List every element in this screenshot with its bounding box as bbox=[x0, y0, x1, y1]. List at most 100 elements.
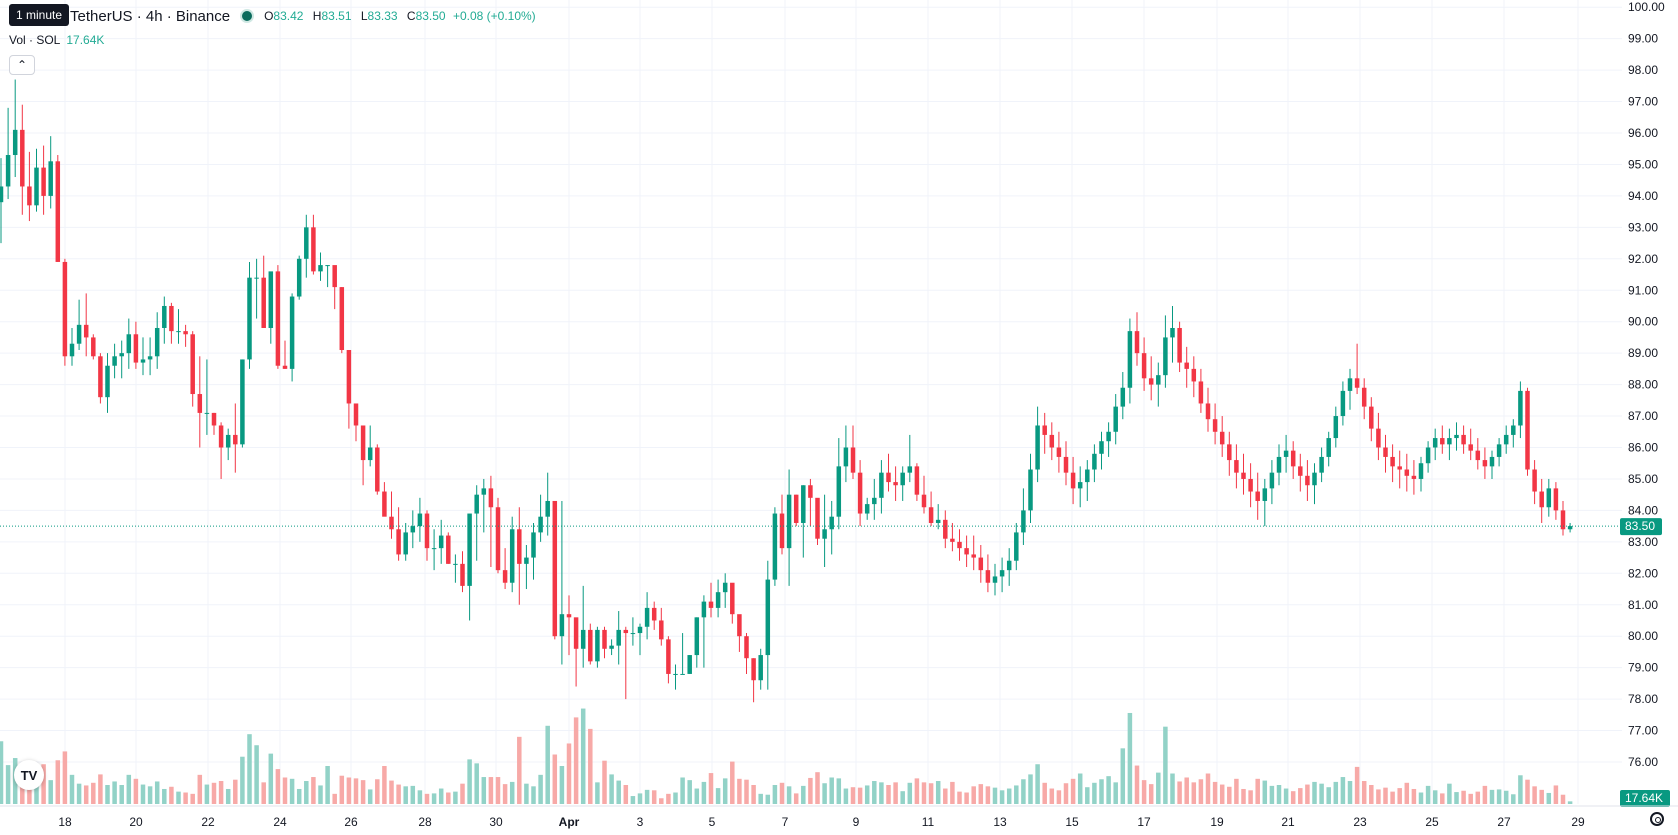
volume-bar bbox=[1482, 785, 1488, 804]
volume-bar bbox=[1170, 773, 1175, 804]
candle-body bbox=[531, 532, 536, 558]
candle-body bbox=[1134, 331, 1140, 354]
volume-bar bbox=[311, 777, 316, 804]
volume-bar bbox=[147, 786, 153, 804]
candle-body bbox=[233, 434, 238, 445]
volume-bar bbox=[1234, 778, 1239, 804]
volume-bar bbox=[1177, 781, 1182, 804]
candle-body bbox=[1567, 526, 1573, 530]
price-tick-label: 84.00 bbox=[1628, 503, 1658, 517]
candle-body bbox=[261, 277, 266, 328]
volume-value: 17.64K bbox=[66, 33, 105, 47]
volume-bar bbox=[588, 728, 593, 804]
volume-bar bbox=[261, 782, 266, 804]
volume-bar bbox=[1014, 785, 1019, 804]
candle-body bbox=[517, 529, 522, 564]
volume-bar bbox=[112, 781, 117, 804]
candle-body bbox=[346, 350, 352, 404]
candle-body bbox=[112, 356, 117, 366]
candle-body bbox=[829, 516, 834, 530]
price-tick-label: 81.00 bbox=[1628, 598, 1658, 612]
candle-body bbox=[467, 513, 472, 586]
price-tick-label: 100.00 bbox=[1628, 0, 1665, 14]
volume-bar bbox=[950, 781, 955, 804]
volume-bar bbox=[964, 792, 969, 804]
volume-bar bbox=[992, 787, 998, 804]
volume-bar bbox=[1369, 785, 1374, 804]
price-tick-label: 93.00 bbox=[1628, 220, 1658, 234]
candle-body bbox=[12, 129, 18, 156]
time-axis[interactable]: 18 20 22 24 26 28 30 Apr 3 5 7 9 11 13 15 17 19 21 23 25 27 2… bbox=[0, 805, 1678, 829]
candle-body bbox=[609, 645, 614, 649]
volume-bar bbox=[978, 784, 984, 804]
time-tick-label: 28 bbox=[418, 815, 432, 829]
candle-body bbox=[737, 614, 742, 637]
price-tick-label: 85.00 bbox=[1628, 472, 1658, 486]
low-value: 83.33 bbox=[367, 9, 398, 23]
price-tick-label: 78.00 bbox=[1628, 692, 1658, 706]
candle-body bbox=[1106, 431, 1111, 442]
volume-bar bbox=[1539, 789, 1544, 804]
candle-body bbox=[1440, 438, 1445, 445]
candle-body bbox=[1511, 425, 1516, 435]
volume-bar bbox=[935, 781, 941, 804]
symbol-title[interactable]: TetherUS · 4h · Binance bbox=[70, 7, 231, 25]
volume-bar bbox=[850, 787, 856, 804]
volume-bar bbox=[566, 743, 572, 804]
candle-body bbox=[1156, 375, 1161, 385]
volume-bar bbox=[694, 788, 700, 804]
candle-body bbox=[595, 629, 600, 662]
candle-body bbox=[1234, 460, 1239, 473]
price-axis[interactable]: 100.00 99.00 98.00 97.00 96.00 95.00 94.00 93.0… bbox=[1620, 0, 1670, 807]
candle-body bbox=[801, 485, 806, 523]
candle-body bbox=[1489, 456, 1495, 467]
volume-bar bbox=[289, 778, 295, 804]
volume-bar bbox=[943, 788, 948, 804]
candle-body bbox=[211, 412, 217, 426]
candle-body bbox=[1219, 431, 1225, 445]
volume-bar bbox=[460, 783, 465, 804]
candle-body bbox=[1383, 447, 1388, 457]
volume-bar bbox=[254, 745, 259, 804]
volume-bar bbox=[1496, 789, 1502, 804]
candle-body bbox=[367, 447, 373, 461]
candle-body bbox=[403, 532, 408, 555]
chevron-up-icon[interactable]: ⌃ bbox=[9, 55, 35, 75]
candle-body bbox=[1361, 387, 1367, 407]
volume-bar bbox=[680, 777, 685, 804]
tradingview-logo[interactable]: TV bbox=[14, 760, 44, 790]
volume-bar bbox=[730, 761, 735, 804]
volume-bar bbox=[1021, 779, 1026, 804]
volume-bar bbox=[531, 786, 536, 804]
time-tick-label: 29 bbox=[1571, 815, 1585, 829]
volume-bar bbox=[509, 781, 515, 804]
volume-bar bbox=[1425, 785, 1431, 804]
candle-body bbox=[332, 265, 337, 288]
ohlc-values: O83.42 H83.51 L83.33 C83.50 +0.08 (+0.10… bbox=[264, 9, 536, 23]
candle-body bbox=[176, 331, 181, 333]
volume-bar bbox=[325, 766, 330, 804]
volume-bar bbox=[602, 760, 607, 804]
candle-body bbox=[69, 343, 75, 357]
candle-body bbox=[907, 466, 913, 473]
candle-body bbox=[822, 529, 827, 539]
candle-body bbox=[311, 227, 316, 272]
volume-bar bbox=[659, 798, 664, 804]
volume-bar bbox=[765, 794, 771, 804]
volume-bar bbox=[1191, 782, 1197, 804]
volume-bar bbox=[1006, 788, 1012, 804]
candle-body bbox=[1425, 447, 1431, 464]
volume-bar bbox=[1560, 794, 1566, 804]
volume-bar bbox=[1418, 792, 1424, 804]
time-tick-label: 3 bbox=[637, 815, 644, 829]
time-tick-label: 11 bbox=[922, 815, 935, 829]
gear-icon[interactable] bbox=[1650, 812, 1664, 826]
candle-body bbox=[1262, 488, 1268, 501]
candle-body bbox=[921, 494, 927, 508]
candle-body bbox=[1461, 434, 1466, 445]
candle-body bbox=[751, 658, 756, 681]
volume-bar bbox=[1156, 772, 1161, 804]
volume-bar bbox=[1198, 779, 1204, 804]
volume-bar bbox=[183, 792, 188, 804]
